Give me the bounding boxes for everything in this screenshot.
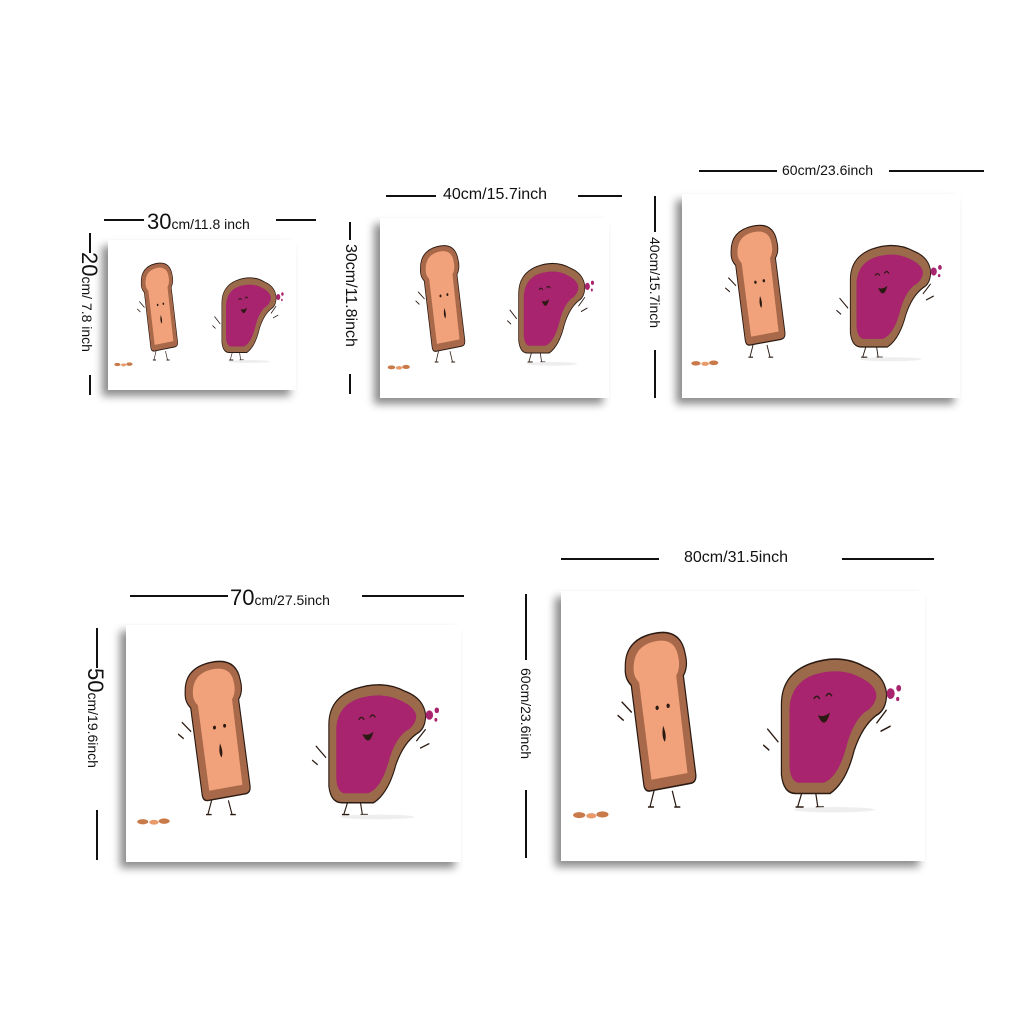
width-number: 70 (230, 585, 255, 610)
width-rule-left (104, 219, 144, 221)
width-rule-left (386, 195, 436, 197)
width-number: 30 (147, 209, 172, 234)
height-rule-top (654, 196, 656, 232)
height-rule-bottom (96, 810, 98, 860)
width-label: 70cm/27.5inch (230, 587, 330, 609)
height-rule-bottom (349, 374, 351, 394)
print-artwork (387, 242, 595, 371)
height-rule-top (349, 222, 351, 240)
width-rule-right (362, 595, 464, 597)
height-rule-bottom (89, 375, 91, 395)
height-number: 20 (77, 252, 102, 277)
width-rule-right (842, 558, 934, 560)
canvas-print-30x20 (108, 240, 296, 390)
width-text: 60cm/23.6inch (782, 162, 874, 178)
width-rule-right (889, 170, 984, 172)
height-rule-top (89, 233, 91, 253)
print-artwork (572, 627, 902, 820)
width-rule-left (699, 170, 777, 172)
canvas-print-60x40 (682, 194, 960, 398)
height-unit: cm/19.6inch (85, 692, 101, 768)
width-label: 80cm/31.5inch (684, 550, 788, 566)
width-unit: cm/27.5inch (254, 592, 330, 608)
width-label: 30cm/11.8 inch (147, 211, 250, 233)
width-rule-right (578, 195, 622, 197)
width-text: 80cm/31.5inch (684, 549, 789, 566)
canvas-print-70x50 (126, 625, 461, 862)
width-label: 60cm/23.6inch (782, 163, 873, 179)
height-number: 50 (83, 668, 108, 693)
width-rule-left (130, 595, 228, 597)
height-label: 20cm/ 7.8 inch (77, 252, 102, 352)
width-rule-right (276, 219, 316, 221)
height-text: 30cm/11.8inch (342, 244, 359, 347)
height-label: 40cm/15.7inch (646, 237, 663, 329)
width-label: 40cm/15.7inch (443, 187, 547, 203)
width-rule-left (561, 558, 659, 560)
width-text: 40cm/15.7inch (443, 186, 548, 203)
height-label: 60cm/23.6inch (517, 668, 534, 760)
height-label: 30cm/11.8inch (342, 244, 359, 347)
height-text: 60cm/23.6inch (518, 668, 534, 760)
height-unit: cm/ 7.8 inch (79, 276, 95, 352)
print-artwork (113, 260, 285, 367)
height-rule-top (525, 594, 527, 660)
canvas-print-80x60 (561, 591, 925, 861)
height-text: 40cm/15.7inch (647, 237, 663, 329)
height-rule-bottom (654, 350, 656, 398)
print-artwork (136, 656, 440, 826)
print-artwork (690, 221, 943, 367)
canvas-print-40x30 (380, 218, 609, 398)
height-label: 50cm/19.6inch (83, 668, 108, 768)
height-rule-top (96, 628, 98, 668)
height-rule-bottom (525, 790, 527, 858)
width-unit: cm/11.8 inch (171, 216, 250, 232)
